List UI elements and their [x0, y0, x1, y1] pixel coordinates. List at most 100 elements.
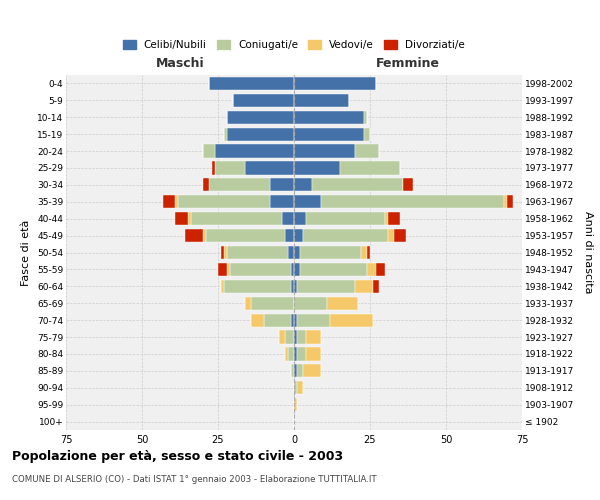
Bar [206, 229, 285, 242]
Bar [215, 162, 245, 174]
Bar [394, 229, 406, 242]
Bar [291, 280, 294, 293]
Bar [245, 296, 251, 310]
Bar [294, 144, 355, 158]
Bar [312, 178, 403, 192]
Bar [297, 381, 303, 394]
Bar [297, 364, 303, 378]
Bar [209, 178, 269, 192]
Bar [230, 263, 291, 276]
Bar [251, 314, 263, 326]
Bar [373, 280, 379, 293]
Text: COMUNE DI ALSERIO (CO) - Dati ISTAT 1° gennaio 2003 - Elaborazione TUTTITALIA.IT: COMUNE DI ALSERIO (CO) - Dati ISTAT 1° g… [12, 475, 377, 484]
Bar [209, 77, 294, 90]
Bar [285, 330, 294, 344]
Bar [388, 212, 400, 226]
Bar [340, 162, 400, 174]
Bar [294, 348, 297, 360]
Bar [291, 263, 294, 276]
Bar [361, 246, 367, 259]
Bar [294, 229, 303, 242]
Bar [188, 212, 191, 226]
Bar [331, 314, 373, 326]
Bar [294, 162, 340, 174]
Bar [294, 128, 364, 141]
Bar [175, 212, 188, 226]
Bar [300, 246, 361, 259]
Bar [269, 178, 294, 192]
Bar [269, 195, 294, 208]
Bar [376, 263, 385, 276]
Bar [294, 296, 328, 310]
Bar [227, 110, 294, 124]
Bar [504, 195, 507, 208]
Bar [263, 314, 291, 326]
Text: Femmine: Femmine [376, 57, 440, 70]
Bar [203, 178, 209, 192]
Bar [212, 162, 215, 174]
Bar [364, 128, 370, 141]
Bar [303, 364, 322, 378]
Bar [297, 348, 306, 360]
Bar [297, 314, 331, 326]
Bar [175, 195, 178, 208]
Bar [279, 330, 285, 344]
Bar [297, 330, 306, 344]
Bar [185, 229, 203, 242]
Bar [233, 94, 294, 107]
Bar [367, 263, 376, 276]
Legend: Celibi/Nubili, Coniugati/e, Vedovi/e, Divorziati/e: Celibi/Nubili, Coniugati/e, Vedovi/e, Di… [119, 36, 469, 54]
Bar [294, 94, 349, 107]
Text: Popolazione per età, sesso e stato civile - 2003: Popolazione per età, sesso e stato civil… [12, 450, 343, 463]
Bar [294, 280, 297, 293]
Text: Maschi: Maschi [155, 57, 205, 70]
Bar [163, 195, 175, 208]
Bar [328, 296, 358, 310]
Bar [355, 280, 373, 293]
Bar [306, 348, 322, 360]
Bar [385, 212, 388, 226]
Bar [203, 144, 215, 158]
Bar [403, 178, 413, 192]
Bar [224, 128, 227, 141]
Bar [294, 110, 364, 124]
Bar [221, 246, 224, 259]
Bar [294, 364, 297, 378]
Bar [288, 348, 294, 360]
Bar [294, 246, 300, 259]
Bar [294, 314, 297, 326]
Bar [224, 280, 291, 293]
Bar [294, 330, 297, 344]
Bar [294, 77, 376, 90]
Bar [285, 348, 288, 360]
Bar [282, 212, 294, 226]
Bar [303, 229, 388, 242]
Bar [224, 246, 227, 259]
Bar [227, 128, 294, 141]
Bar [322, 195, 504, 208]
Bar [251, 296, 294, 310]
Bar [294, 263, 300, 276]
Bar [297, 280, 355, 293]
Bar [507, 195, 513, 208]
Bar [291, 314, 294, 326]
Bar [364, 110, 367, 124]
Bar [291, 364, 294, 378]
Bar [294, 178, 312, 192]
Bar [306, 212, 385, 226]
Bar [367, 246, 370, 259]
Bar [215, 144, 294, 158]
Bar [245, 162, 294, 174]
Bar [227, 263, 230, 276]
Bar [306, 330, 322, 344]
Bar [221, 280, 224, 293]
Bar [294, 212, 306, 226]
Bar [288, 246, 294, 259]
Bar [191, 212, 282, 226]
Bar [203, 229, 206, 242]
Bar [355, 144, 379, 158]
Bar [388, 229, 394, 242]
Bar [294, 398, 297, 411]
Y-axis label: Anni di nascita: Anni di nascita [583, 211, 593, 294]
Bar [294, 195, 322, 208]
